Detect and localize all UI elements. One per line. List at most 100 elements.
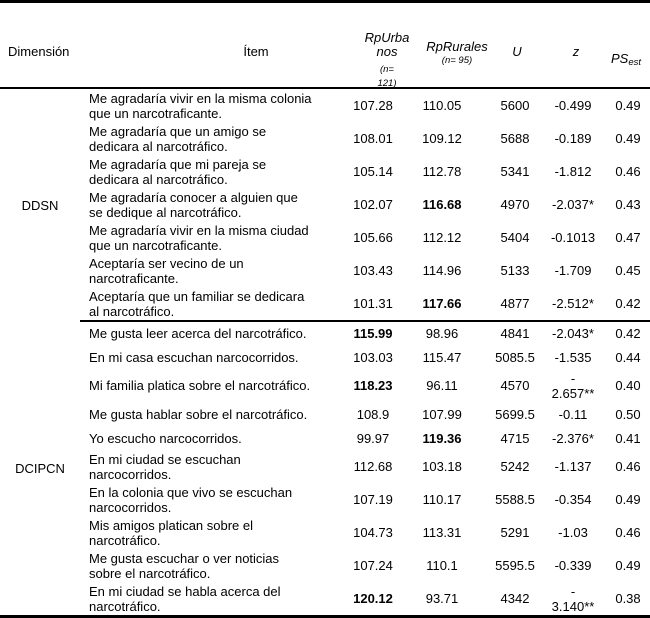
item-cell: Aceptaría que un familiar se dedicara al… — [80, 287, 342, 322]
u-value-cell: 4970 — [500, 197, 530, 212]
ps-value-cell: 0.43 — [615, 197, 641, 212]
urban-mean-cell: 103.03 — [353, 349, 393, 365]
z-value-cell: -1.812 — [554, 164, 592, 179]
col-header-z-label: z — [572, 44, 580, 59]
item-cell: Me gusta leer acerca del narcotráfico. — [89, 326, 307, 341]
u-value-cell: 4841 — [500, 326, 530, 341]
ps-value-cell: 0.47 — [615, 230, 641, 245]
rural-mean-cell: 103.18 — [422, 459, 462, 474]
rural-mean-cell: 115.47 — [422, 349, 462, 365]
z-value-cell: -1.137 — [554, 459, 592, 474]
rural-mean-cell: 112.78 — [422, 164, 462, 179]
table-row: Me gusta escuchar o ver noticias sobre e… — [0, 549, 650, 582]
u-value-cell: 5688 — [500, 131, 530, 146]
u-value-cell: 5600 — [500, 98, 530, 113]
urban-mean-cell: 112.68 — [353, 459, 393, 474]
table-row: Aceptaría que un familiar se dedicara al… — [0, 287, 650, 322]
ps-value-cell: 0.46 — [615, 459, 641, 474]
col-header-dimension-label: Dimensión — [8, 44, 70, 59]
z-value-cell: - 3.140** — [551, 583, 595, 614]
rural-mean-cell: 93.71 — [425, 591, 459, 606]
z-value-cell: -2.512* — [540, 287, 606, 322]
item-cell: Me gusta hablar sobre el narcotráfico. — [89, 406, 308, 422]
ps-value-cell: 0.49 — [615, 98, 641, 113]
col-header-ps-sub: est — [628, 57, 642, 68]
item-cell: Me agradaría vivir en la misma ciudad qu… — [89, 222, 309, 253]
col-header-urban-label: RpUrba nos — [364, 30, 410, 59]
table-row: Me agradaría que un amigo se dedicara al… — [0, 122, 650, 155]
z-value-cell: -2.376* — [552, 430, 594, 446]
dimension-cell: DDSN — [21, 197, 59, 213]
urban-mean-cell: 99.97 — [356, 430, 390, 446]
u-value-cell: 5699.5 — [495, 406, 535, 422]
rural-mean-cell: 107.99 — [422, 406, 462, 422]
u-value-cell: 5341 — [500, 164, 530, 179]
u-value-cell: 4877 — [480, 287, 540, 322]
u-value-cell: 4570 — [500, 378, 530, 393]
ps-value-cell: 0.41 — [615, 430, 641, 446]
table-row: Me gusta hablar sobre el narcotráfico. 10… — [0, 402, 650, 426]
ps-value-cell: 0.44 — [615, 349, 641, 365]
col-header-dimension: Dimensión — [0, 3, 80, 89]
col-header-rural-n: (n= 95) — [441, 54, 473, 66]
u-value-cell: 5588.5 — [495, 492, 535, 507]
ps-value-cell: 0.45 — [615, 263, 641, 278]
table-row: DCIPCN Me gusta leer acerca del narcotráf… — [0, 321, 650, 476]
col-header-rural: RpRurales (n= 95) — [404, 3, 488, 89]
item-cell: En mi casa escuchan narcocorridos. — [89, 349, 299, 365]
col-header-item: Ítem — [80, 3, 342, 89]
u-value-cell: 5291 — [500, 525, 530, 540]
urban-mean-cell: 107.24 — [353, 558, 393, 573]
urban-mean-cell: 115.99 — [353, 326, 393, 341]
z-value-cell: -1.535 — [554, 349, 592, 365]
ps-value-cell: 0.49 — [615, 558, 641, 573]
z-value-cell: -0.354 — [554, 492, 592, 507]
z-value-cell: -0.189 — [554, 131, 592, 146]
item-cell: Mi familia platica sobre el narcotráfico… — [89, 378, 311, 393]
ps-value-cell: 0.49 — [615, 131, 641, 146]
z-value-cell: -1.709 — [554, 263, 592, 278]
z-value-cell: - 2.657** — [551, 370, 595, 401]
item-cell: Me agradaría conocer a alguien que se de… — [89, 189, 298, 220]
item-cell: En la colonia que vivo se escuchan narco… — [89, 484, 293, 515]
u-value-cell: 4715 — [500, 430, 530, 446]
col-header-u-label: U — [512, 44, 522, 59]
rural-mean-cell: 119.36 — [422, 430, 462, 446]
results-table: Dimensión Ítem RpUrba nos (n= 121) RpRur… — [0, 3, 650, 615]
dimension-cell: DCIPCN — [15, 460, 65, 476]
table-body: DDSN Me agradaría vivir en la misma colon… — [0, 88, 650, 615]
ps-value-cell: 0.49 — [615, 492, 641, 507]
urban-mean-cell: 105.14 — [353, 164, 393, 179]
ps-value-cell: 0.42 — [615, 326, 641, 341]
table-row: Aceptaría ser vecino de un narcotrafican… — [0, 254, 650, 287]
table-row: Mis amigos platican sobre el narcotráfic… — [0, 516, 650, 549]
u-value-cell: 5404 — [500, 230, 530, 245]
table-row: DDSN Me agradaría vivir en la misma colon… — [0, 88, 650, 213]
z-value-cell: -2.037* — [552, 197, 594, 212]
urban-mean-cell: 108.01 — [353, 131, 393, 146]
rural-mean-cell: 98.96 — [425, 326, 459, 341]
col-header-rural-label: RpRurales — [426, 38, 488, 54]
table-row: Me agradaría conocer a alguien que se de… — [0, 188, 650, 221]
item-cell: En mi ciudad se habla acerca del narcotr… — [89, 583, 281, 614]
col-header-urban: RpUrba nos (n= 121) — [342, 3, 409, 89]
urban-mean-cell: 120.12 — [353, 591, 393, 606]
item-cell: En mi ciudad se escuchan narcocorridos. — [89, 451, 241, 482]
table-row: Mi familia platica sobre el narcotráfico… — [0, 369, 650, 402]
rural-mean-cell: 116.68 — [422, 197, 462, 212]
rural-mean-cell: 112.12 — [422, 230, 462, 245]
rural-mean-cell: 110.17 — [422, 492, 462, 507]
u-value-cell: 5085.5 — [495, 349, 535, 365]
rural-mean-cell: 110.05 — [422, 98, 462, 113]
table-header-row: Dimensión Ítem RpUrba nos (n= 121) RpRur… — [0, 3, 650, 89]
u-value-cell: 5595.5 — [495, 558, 535, 573]
urban-mean-cell: 102.07 — [353, 197, 393, 212]
urban-mean-cell: 103.43 — [353, 263, 393, 278]
rural-mean-cell: 117.66 — [404, 287, 480, 322]
urban-mean-cell: 118.23 — [353, 378, 393, 393]
table-row: En la colonia que vivo se escuchan narco… — [0, 483, 650, 516]
rural-mean-cell: 109.12 — [422, 131, 462, 146]
z-value-cell: -0.11 — [558, 406, 588, 422]
table-row: Me agradaría vivir en la misma ciudad qu… — [0, 221, 650, 254]
